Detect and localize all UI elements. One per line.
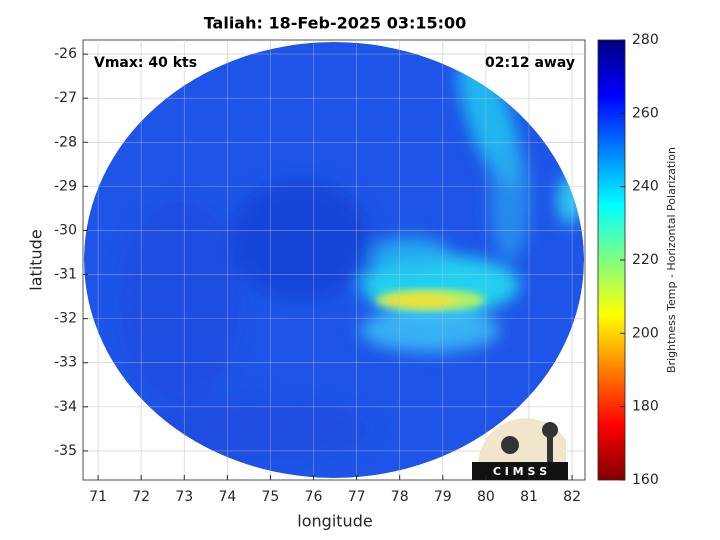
colorbar-tick-label: 240 bbox=[632, 179, 659, 195]
x-tick-label: 78 bbox=[391, 489, 409, 505]
x-tick-label: 77 bbox=[348, 489, 366, 505]
colorbar-tick-label: 160 bbox=[632, 472, 659, 488]
colorbar-tick-label: 260 bbox=[632, 105, 659, 121]
x-tick-label: 82 bbox=[563, 489, 581, 505]
annotation: 02:12 away bbox=[485, 55, 575, 71]
colorbar-tick-label: 220 bbox=[632, 252, 659, 268]
x-tick-label: 75 bbox=[262, 489, 280, 505]
x-axis-label: longitude bbox=[297, 512, 372, 531]
y-tick-label: -35 bbox=[54, 443, 77, 459]
x-tick-label: 73 bbox=[175, 489, 193, 505]
x-tick-label: 79 bbox=[434, 489, 452, 505]
x-tick-label: 80 bbox=[477, 489, 495, 505]
logo: C I M S S bbox=[472, 418, 568, 480]
colorbar-label: Brightness Temp - Horizontal Polarizatio… bbox=[665, 147, 678, 373]
chart-title: Taliah: 18-Feb-2025 03:15:00 bbox=[204, 14, 467, 33]
colorbar-tick-label: 200 bbox=[632, 325, 659, 341]
y-axis-label: latitude bbox=[27, 229, 46, 290]
y-tick-label: -32 bbox=[54, 311, 77, 327]
x-tick-label: 72 bbox=[132, 489, 150, 505]
colorbar-tick-label: 180 bbox=[632, 399, 659, 415]
satellite-image bbox=[84, 42, 584, 478]
y-tick-label: -28 bbox=[54, 134, 77, 150]
y-tick-label: -27 bbox=[54, 90, 77, 106]
y-tick-label: -29 bbox=[54, 178, 77, 194]
logo-text: C I M S S bbox=[493, 465, 547, 478]
y-tick-label: -26 bbox=[54, 46, 77, 62]
colorbar-tick-label: 280 bbox=[632, 32, 659, 48]
x-tick-label: 74 bbox=[218, 489, 236, 505]
annotation: Vmax: 40 kts bbox=[94, 55, 197, 71]
x-tick-label: 71 bbox=[89, 489, 107, 505]
y-tick-label: -33 bbox=[54, 355, 77, 371]
y-tick-label: -30 bbox=[54, 222, 77, 238]
y-tick-label: -34 bbox=[54, 399, 77, 415]
x-tick-label: 76 bbox=[305, 489, 323, 505]
x-tick-label: 81 bbox=[520, 489, 538, 505]
y-tick-label: -31 bbox=[54, 267, 77, 283]
